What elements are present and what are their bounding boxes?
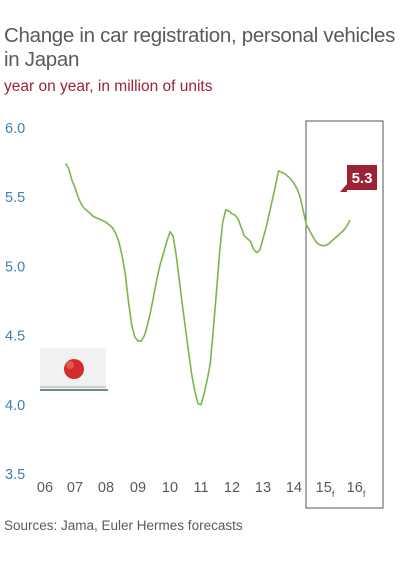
x-tick-label: 13 xyxy=(255,480,271,496)
annotation-label: 5.3 xyxy=(352,170,373,187)
forecast-box xyxy=(305,120,384,509)
forecast-subscript: f xyxy=(332,489,335,499)
x-tick-label: 07 xyxy=(67,480,83,496)
y-tick-label: 5.0 xyxy=(5,259,25,275)
y-axis: 3.5 4.0 4.5 5.0 5.5 6.0 xyxy=(5,121,25,483)
y-tick-label: 4.5 xyxy=(5,329,25,345)
japan-flag-icon xyxy=(40,348,108,391)
x-axis: 06 07 08 09 10 11 12 13 14 15f 16f xyxy=(37,480,366,499)
x-tick-label: 08 xyxy=(98,480,114,496)
forecast-annotation: 5.3 xyxy=(340,165,377,192)
x-tick-label: 14 xyxy=(286,480,302,496)
x-tick-label: 16f xyxy=(347,480,366,499)
chart-subtitle: year on year, in million of units xyxy=(4,78,213,95)
x-tick-label: 11 xyxy=(193,480,208,496)
flag-sun-highlight xyxy=(66,361,74,369)
x-tick-label: 09 xyxy=(130,480,146,496)
forecast-subscript: f xyxy=(363,489,366,499)
y-tick-label: 4.0 xyxy=(5,398,25,414)
flag-shadow xyxy=(40,386,106,388)
x-tick-label: 15f xyxy=(316,480,335,499)
x-tick-label: 12 xyxy=(224,480,240,496)
annotation-badge xyxy=(347,165,377,190)
series-line xyxy=(65,163,351,406)
x-tick-label: 06 xyxy=(37,480,53,496)
y-tick-label: 5.5 xyxy=(5,190,25,206)
chart-source: Sources: Jama, Euler Hermes forecasts xyxy=(4,518,243,533)
chart-title: Change in car registration, personal veh… xyxy=(4,24,396,71)
annotation-badge-tail xyxy=(340,184,347,192)
y-tick-label: 3.5 xyxy=(5,467,25,483)
x-tick-label: 10 xyxy=(162,480,178,496)
y-tick-label: 6.0 xyxy=(5,121,25,137)
flag-sun xyxy=(64,359,84,379)
